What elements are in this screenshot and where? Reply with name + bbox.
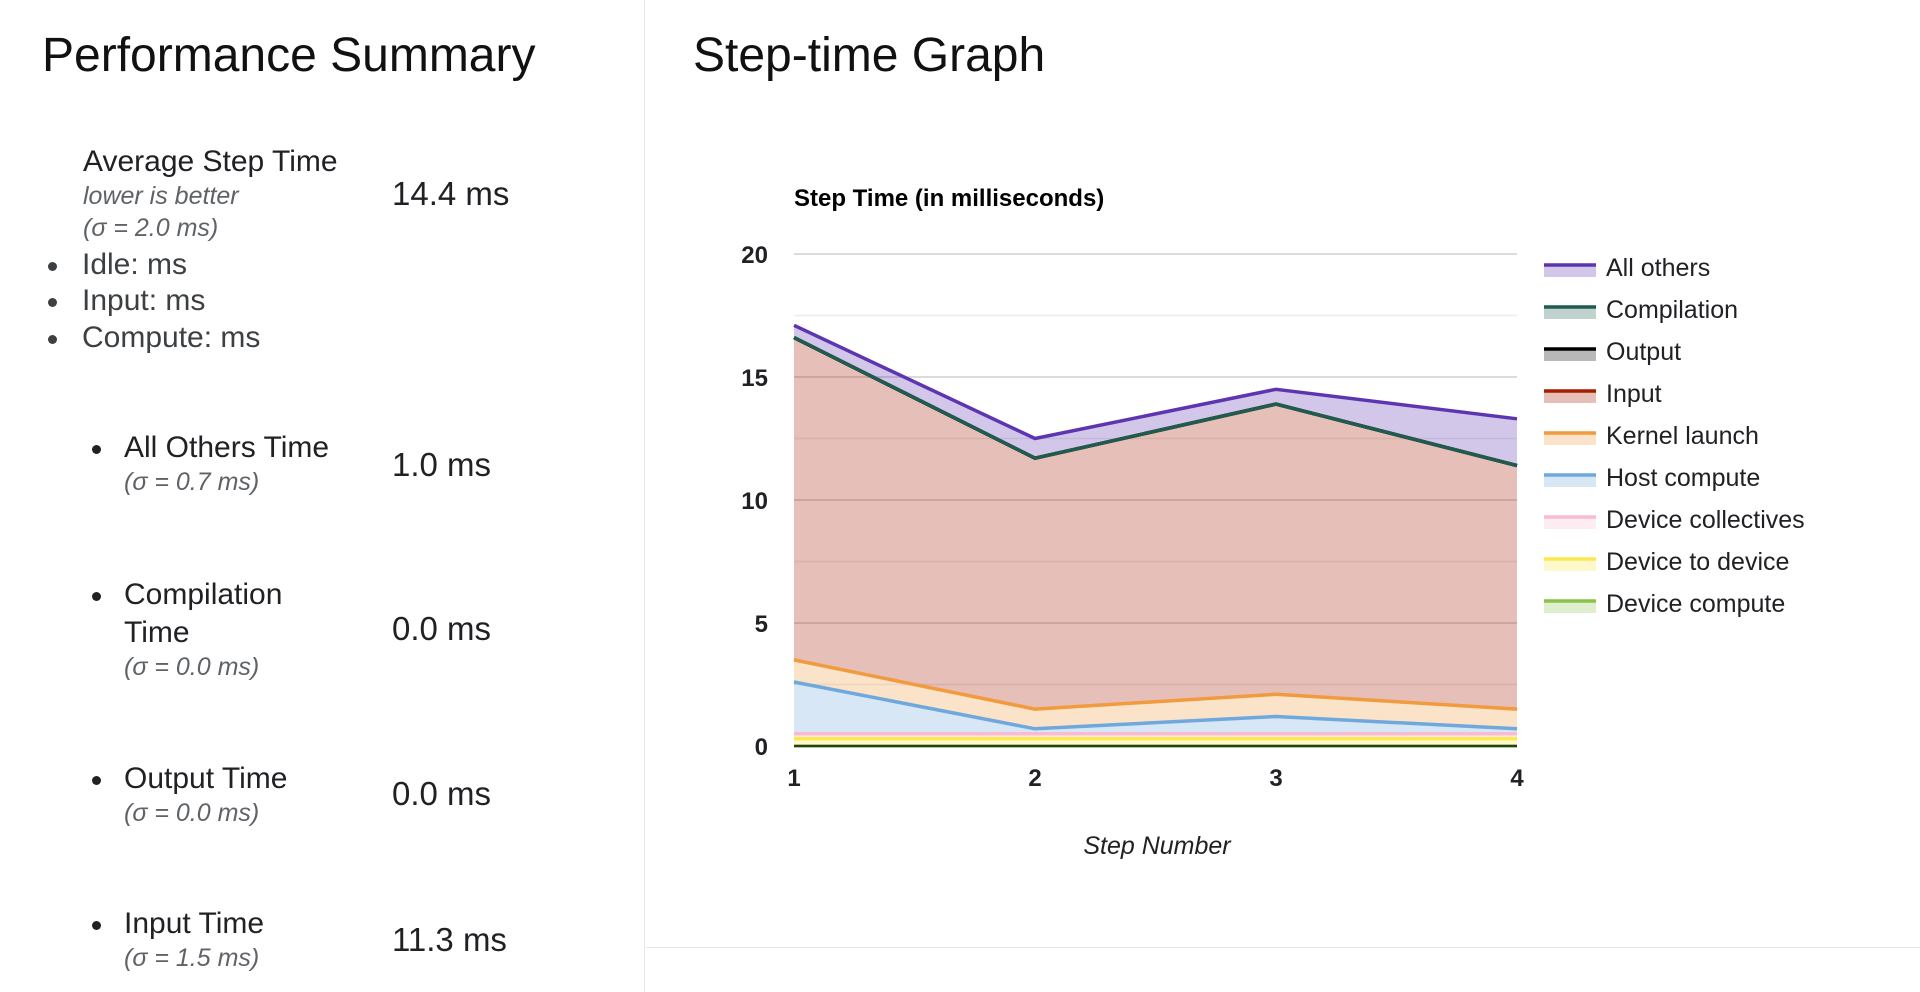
input-time-sigma: (σ = 1.5 ms) [124,944,260,972]
compilation-time-value: 0.0 ms [392,610,492,647]
line-compilation [793,336,1518,468]
y-tick-label: 0 [755,734,768,761]
legend-swatch-input [1544,391,1596,403]
legend-swatch-compilation [1544,307,1596,319]
average-step-time-value: 14.4 ms [392,175,510,212]
x-tick-label: 1 [787,765,800,792]
x-tick-label: 4 [1510,765,1524,792]
x-tick-label: 3 [1269,765,1282,792]
compilation-time-label: Compilation [91,578,283,611]
breakdown-input: Input: ms [47,284,206,317]
line-kernel-launch [793,658,1518,711]
chart-x-axis-label: Step Number [1083,832,1232,860]
legend-label-all-others: All others [1606,254,1710,282]
average-step-time-label: Average Step Time [83,145,338,178]
legend-swatch-device-to-device [1544,559,1596,571]
input-time-value: 11.3 ms [392,921,507,958]
chart-areas [794,325,1517,746]
legend-label-input: Input [1606,380,1662,408]
y-tick-label: 20 [741,242,768,269]
y-tick-label: 10 [741,488,768,515]
legend-label-host-compute: Host compute [1606,464,1760,492]
output-time-value: 0.0 ms [392,775,492,812]
all-others-time-label: All Others Time [91,431,330,464]
x-tick-label: 2 [1028,765,1041,792]
chart-axes: 0 5 10 15 20 1 2 3 4 [741,242,1524,792]
legend-label-device-to-device: Device to device [1606,548,1789,576]
output-time-label: Output Time [91,762,288,795]
all-others-time-sigma: (σ = 0.7 ms) [124,468,260,496]
graph-title: Step-time Graph [693,29,1046,82]
area-kernel-launch [794,659,1517,729]
chart-legend: All others Compilation Output Input Kernel l… [1544,254,1805,618]
legend-swatch-host-compute [1544,475,1596,487]
line-host-compute [793,680,1518,731]
y-tick-label: 15 [741,365,768,392]
step-time-graph-panel: Step-time Graph [646,0,1920,992]
legend-label-compilation: Compilation [1606,296,1738,324]
compilation-time-sigma: (σ = 0.0 ms) [124,653,260,681]
legend-swatch-output [1544,349,1596,361]
breakdown-compute: Compute: ms [47,321,261,354]
line-all-others [793,323,1518,441]
all-others-time-value: 1.0 ms [392,446,492,483]
area-all-others [794,325,1517,466]
chart-title: Step Time (in milliseconds) [794,185,1104,212]
output-time-sigma: (σ = 0.0 ms) [124,799,260,827]
legend-label-output: Output [1606,338,1681,366]
chart-grid [794,253,1517,747]
area-device-to-device [794,738,1517,746]
summary-title: Performance Summary [42,29,536,82]
legend-label-device-collectives: Device collectives [1606,506,1805,534]
legend-swatch-kernel-launch [1544,433,1596,445]
compilation-time-label-line2: Time [124,616,190,649]
average-step-time-note: lower is better [83,182,239,210]
breakdown-idle: Idle: ms [47,248,188,281]
input-time-label: Input Time [91,907,265,940]
legend-label-kernel-launch: Kernel launch [1606,422,1759,450]
y-tick-label: 5 [755,611,768,638]
area-input [794,337,1517,710]
chart-lines [793,323,1518,748]
legend-label-device-compute: Device compute [1606,590,1785,618]
legend-swatch-all-others [1544,265,1596,277]
legend-swatch-device-collectives [1544,517,1596,529]
average-step-time-sigma: (σ = 2.0 ms) [83,214,219,242]
bottom-divider [646,947,1920,948]
performance-summary-panel: Performance Summary Average Step Time lo… [0,0,645,992]
legend-swatch-device-compute [1544,601,1596,613]
